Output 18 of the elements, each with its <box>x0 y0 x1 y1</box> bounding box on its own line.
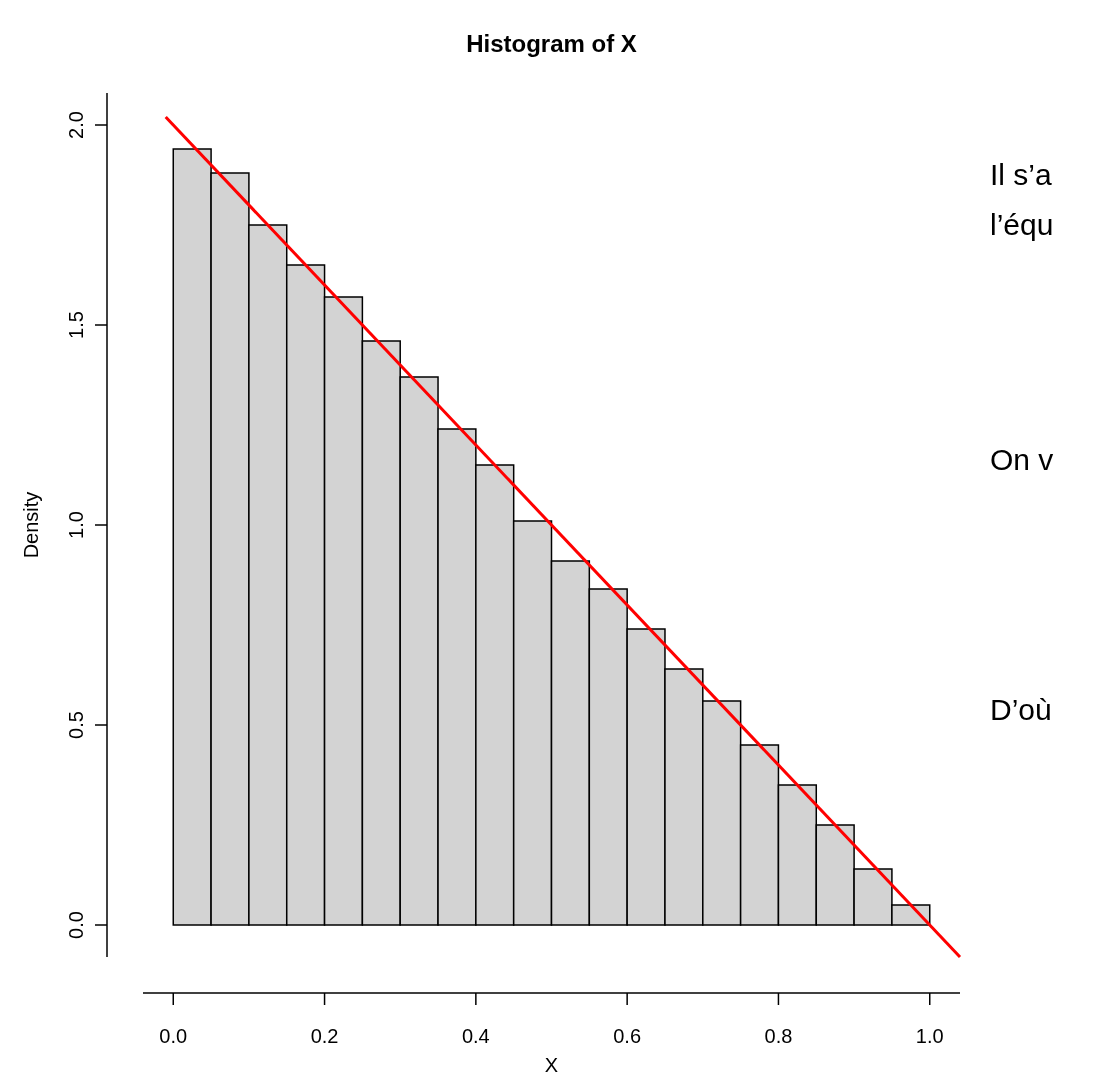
y-tick-label: 0.5 <box>65 711 87 739</box>
chart-title: Histogram of X <box>466 30 637 57</box>
x-tick-label: 0.6 <box>613 1025 642 1047</box>
x-tick-label: 0.2 <box>310 1025 339 1047</box>
text: D’où <box>990 693 1052 726</box>
x-axis-title: X <box>544 1054 559 1076</box>
y-tick-label: 2.0 <box>65 111 87 139</box>
y-tick-label: 0.0 <box>65 911 87 939</box>
text: On v <box>990 443 1054 476</box>
y-tick-label: 1.5 <box>65 311 87 339</box>
x-tick-label: 0.0 <box>159 1025 188 1047</box>
y-axis-title: Density <box>20 491 42 559</box>
x-tick-label: 0.8 <box>764 1025 793 1047</box>
x-tick-label: 0.4 <box>461 1025 490 1047</box>
y-tick-label: 1.0 <box>65 511 87 539</box>
text: l’équ <box>990 208 1054 241</box>
text: Il s’a <box>990 158 1052 191</box>
x-tick-label: 1.0 <box>915 1025 944 1047</box>
